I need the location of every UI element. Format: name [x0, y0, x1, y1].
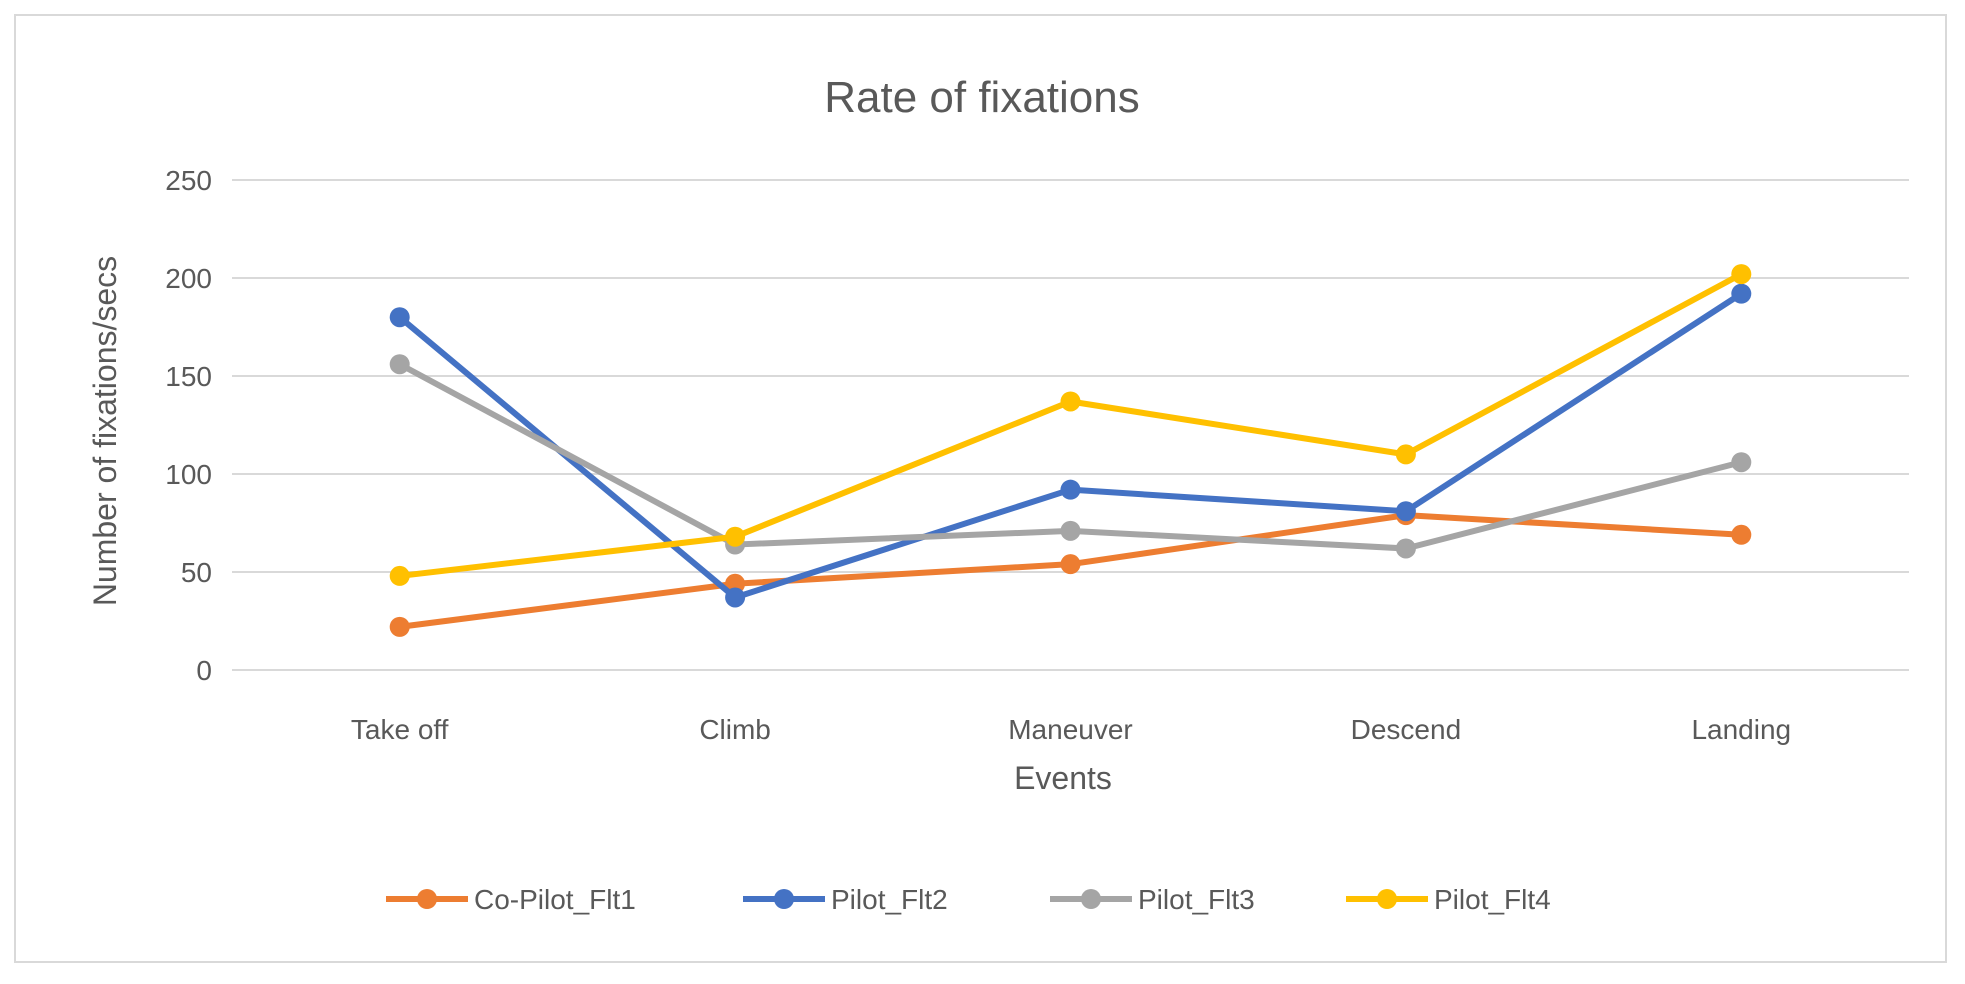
- legend-label: Pilot_Flt2: [831, 884, 948, 915]
- data-point: [1060, 520, 1081, 541]
- data-point: [389, 354, 410, 375]
- data-point: [1060, 391, 1081, 412]
- legend-swatch-marker: [1081, 889, 1101, 909]
- data-point: [725, 526, 746, 547]
- y-tick-label: 250: [165, 165, 212, 196]
- legend: Co-Pilot_Flt1 Pilot_Flt2 Pilot_Flt3 Pilot_F…: [386, 884, 1551, 915]
- chart-svg: 0 50 100 150 200 250 Take off Climb Maneuver Des…: [87, 73, 1909, 915]
- gridlines: [232, 179, 1909, 671]
- y-axis-ticks: 0 50 100 150 200 250: [165, 165, 212, 686]
- legend-item: Pilot_Flt3: [1050, 884, 1255, 915]
- data-point: [389, 307, 410, 328]
- legend-label: Pilot_Flt3: [1138, 884, 1255, 915]
- data-point: [1731, 524, 1752, 545]
- legend-label: Pilot_Flt4: [1434, 884, 1551, 915]
- legend-item: Co-Pilot_Flt1: [386, 884, 636, 915]
- legend-item: Pilot_Flt2: [743, 884, 948, 915]
- legend-swatch-marker: [774, 889, 794, 909]
- x-tick-label: Take off: [351, 714, 449, 745]
- legend-item: Pilot_Flt4: [1346, 884, 1551, 915]
- data-point: [1731, 283, 1752, 304]
- y-tick-label: 100: [165, 459, 212, 490]
- legend-swatch-marker: [1377, 889, 1397, 909]
- x-tick-label: Climb: [699, 714, 771, 745]
- chart-title: Rate of fixations: [824, 73, 1140, 122]
- data-point: [725, 587, 746, 608]
- data-point: [1395, 538, 1416, 559]
- y-tick-label: 150: [165, 361, 212, 392]
- series-Pilot_Flt2: [389, 283, 1752, 608]
- data-point: [1731, 452, 1752, 473]
- data-point: [1395, 501, 1416, 522]
- data-point: [1731, 264, 1752, 285]
- x-axis-ticks: Take off Climb Maneuver Descend Landing: [351, 714, 1791, 745]
- x-tick-label: Landing: [1691, 714, 1791, 745]
- series-Pilot_Flt4: [389, 264, 1752, 586]
- y-tick-label: 200: [165, 263, 212, 294]
- y-tick-label: 0: [196, 655, 212, 686]
- data-point: [1060, 554, 1081, 575]
- chart-frame: 0 50 100 150 200 250 Take off Climb Maneuver Des…: [14, 14, 1947, 963]
- y-axis-title: Number of fixations/secs: [87, 256, 123, 606]
- data-point: [389, 616, 410, 637]
- legend-label: Co-Pilot_Flt1: [474, 884, 636, 915]
- series-Pilot_Flt3: [389, 354, 1752, 559]
- y-tick-label: 50: [181, 557, 212, 588]
- data-point: [389, 565, 410, 586]
- x-axis-title: Events: [1014, 760, 1112, 796]
- x-tick-label: Descend: [1351, 714, 1462, 745]
- data-point: [725, 573, 746, 594]
- series-layer: [389, 264, 1752, 637]
- data-point: [1060, 479, 1081, 500]
- data-point: [1395, 444, 1416, 465]
- x-tick-label: Maneuver: [1008, 714, 1133, 745]
- legend-swatch-marker: [417, 889, 437, 909]
